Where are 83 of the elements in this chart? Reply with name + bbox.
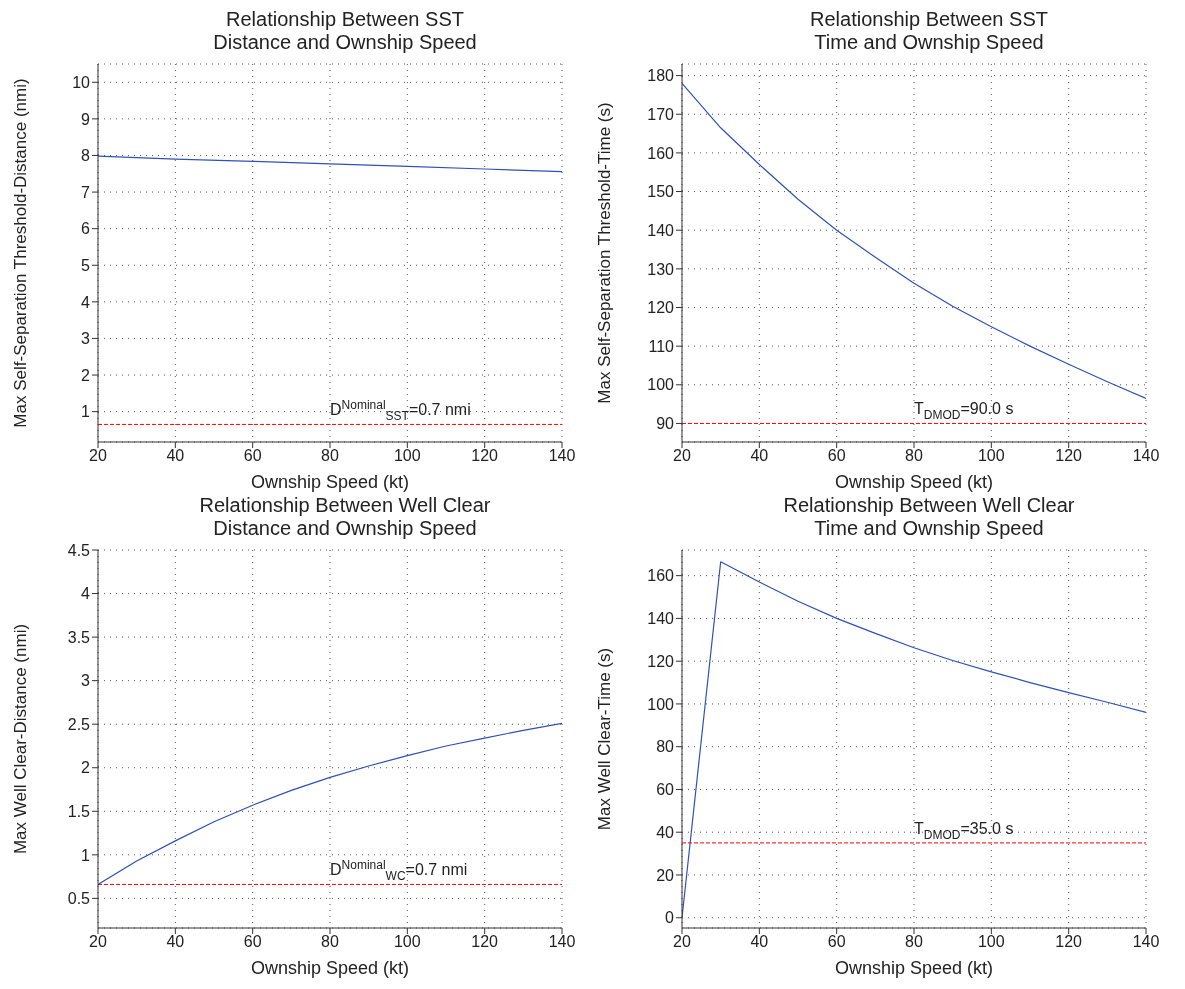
ref-line-label: T$_{DMOD}$=35.0 s [914, 819, 1014, 842]
y-tick-label: 170 [647, 105, 675, 123]
y-tick-label: 9 [81, 110, 91, 128]
ref-line-label: T$_{DMOD}$=90.0 s [914, 400, 1014, 423]
y-tick-label: 120 [647, 652, 675, 670]
x-tick-label: 60 [243, 447, 262, 465]
y-tick-label: 2 [81, 366, 91, 384]
chart-title: Relationship Between SST Time and Ownship Speed [809, 8, 1049, 55]
y-tick-label: 140 [647, 221, 675, 239]
y-tick-label: 40 [656, 823, 675, 841]
y-tick-label: 3 [81, 330, 91, 348]
y-tick-label: 6 [81, 220, 91, 238]
x-axis-title: Ownship Speed (kt) [834, 958, 994, 978]
y-tick-label: 10 [72, 73, 91, 91]
y-tick-label: 2 [81, 759, 91, 777]
chart-title: Relationship Between SST Distance and Ownship Speed [212, 8, 478, 55]
x-tick-label: 60 [827, 933, 846, 951]
y-tick-label: 4 [81, 585, 91, 603]
x-axis-title: Ownship Speed (kt) [250, 472, 410, 492]
y-tick-label: 130 [647, 260, 675, 278]
x-tick-label: 100 [977, 933, 1005, 951]
x-tick-label: 40 [750, 933, 769, 951]
x-tick-label: 140 [548, 447, 576, 465]
line-series [98, 155, 562, 173]
x-axis-title: Ownship Speed (kt) [250, 958, 410, 978]
y-tick-label: 20 [656, 866, 675, 884]
y-tick-label: 4.5 [67, 541, 91, 559]
y-tick-label: 90 [656, 415, 675, 433]
x-tick-label: 80 [905, 933, 923, 951]
x-tick-label: 100 [393, 447, 421, 465]
y-tick-label: 1.5 [67, 802, 91, 820]
x-tick-label: 140 [548, 933, 576, 951]
y-tick-label: 1 [81, 846, 91, 864]
x-axis-title: Ownship Speed (kt) [834, 472, 994, 492]
y-tick-label: 150 [647, 183, 675, 201]
x-tick-label: 140 [1132, 933, 1160, 951]
y-tick-label: 0 [665, 909, 675, 927]
chart-title: Relationship Between Well Clear Distance and Ownship Speed [199, 494, 491, 539]
x-tick-label: 100 [977, 447, 1005, 465]
y-axis-title: Max Well Clear-Time (s) [595, 647, 615, 831]
y-tick-label: 3.5 [67, 628, 91, 646]
y-tick-label: 80 [656, 738, 675, 756]
y-tick-label: 100 [647, 376, 675, 394]
x-tick-label: 60 [243, 933, 262, 951]
y-axis-title: Max Self-Separation Threshold-Distance (nmi) [11, 78, 31, 428]
y-tick-label: 180 [647, 67, 675, 85]
x-tick-label: 100 [393, 933, 421, 951]
y-tick-label: 3 [81, 672, 91, 690]
y-tick-label: 1 [81, 403, 91, 421]
x-tick-label: 20 [673, 933, 691, 951]
y-tick-label: 7 [81, 183, 91, 201]
x-tick-label: 40 [166, 933, 185, 951]
x-tick-label: 80 [905, 447, 923, 465]
y-tick-label: 140 [647, 610, 675, 628]
chart-title: Relationship Between Well Clear Time and Ownship Speed [782, 494, 1076, 541]
ref-line-label: D$^{Nominal}$$_{SST}$=0.7 nmi [330, 398, 471, 424]
x-tick-label: 60 [827, 447, 846, 465]
y-tick-label: 100 [647, 695, 675, 713]
x-tick-label: 120 [1055, 447, 1083, 465]
x-tick-label: 120 [471, 447, 499, 465]
y-tick-label: 8 [81, 147, 91, 165]
x-tick-label: 80 [321, 447, 339, 465]
y-tick-label: 110 [648, 337, 675, 355]
x-tick-label: 40 [750, 447, 769, 465]
y-axis-title: Max Self-Separation Threshold-Time (s) [595, 102, 615, 404]
line-series [98, 722, 562, 886]
x-tick-label: 20 [673, 447, 691, 465]
y-tick-label: 5 [81, 256, 91, 274]
y-tick-label: 160 [647, 144, 675, 162]
ref-line-label: D$^{Nominal}$$_{WC}$=0.7 nmi [330, 858, 468, 884]
y-axis-title: Max Well Clear-Distance (nmi) [11, 623, 31, 855]
x-tick-label: 40 [166, 447, 185, 465]
x-tick-label: 140 [1132, 447, 1160, 465]
y-tick-label: 0.5 [67, 890, 91, 908]
x-tick-label: 120 [471, 933, 499, 951]
y-tick-label: 60 [656, 781, 675, 799]
y-tick-label: 120 [647, 299, 675, 317]
y-tick-label: 2.5 [67, 715, 91, 733]
y-tick-label: 4 [81, 293, 91, 311]
line-series [682, 82, 1146, 399]
x-tick-label: 80 [321, 933, 339, 951]
x-tick-label: 120 [1055, 933, 1083, 951]
y-tick-label: 160 [647, 567, 675, 585]
